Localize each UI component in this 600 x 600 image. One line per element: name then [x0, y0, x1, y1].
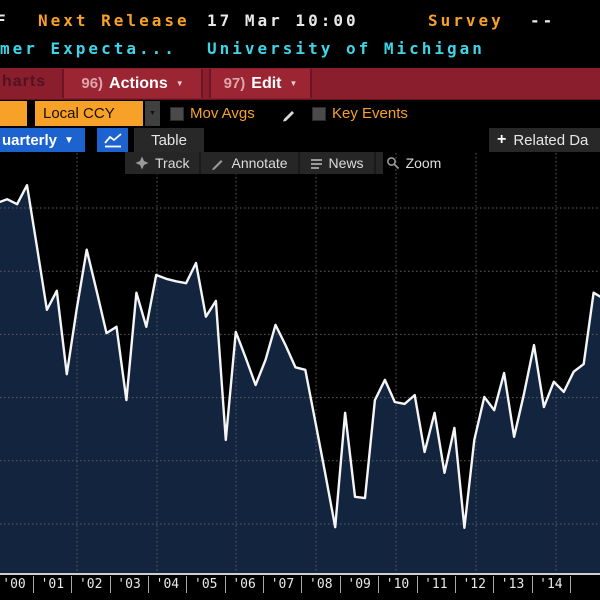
- x-axis-tick-separator: [301, 576, 303, 593]
- mov-avgs-label: Mov Avgs: [190, 105, 255, 122]
- x-axis-tick-label: '12: [462, 577, 486, 592]
- zoom-button[interactable]: Zoom: [376, 152, 452, 174]
- related-data-button[interactable]: + Related Da: [489, 128, 600, 152]
- x-axis-tick-label: '09: [347, 577, 371, 592]
- x-axis-tick-separator: [416, 576, 418, 593]
- security-source: University of Michigan: [207, 39, 485, 58]
- track-label: Track: [155, 155, 190, 171]
- ticker-fragment: F: [0, 11, 9, 30]
- menubar: harts 96) Actions ▼ 97) Edit ▼: [0, 68, 600, 100]
- x-axis-tick-separator: [148, 576, 150, 593]
- survey-label: Survey: [428, 11, 504, 30]
- chart-controls-row: Local CCY ▼ Mov Avgs Key Events: [0, 101, 600, 127]
- news-icon: [310, 158, 322, 169]
- x-axis-tick-label: '01: [40, 577, 65, 592]
- line-chart-icon: [103, 133, 122, 148]
- edit-menu-button[interactable]: 97) Edit ▼: [209, 69, 312, 98]
- caret-down-icon: ▼: [149, 110, 156, 117]
- caret-down-icon: ▼: [175, 79, 184, 88]
- x-axis-tick-label: '14: [539, 577, 563, 592]
- mov-avgs-checkbox[interactable]: [170, 107, 184, 121]
- plus-icon: +: [497, 131, 507, 148]
- x-axis-tick-separator: [186, 576, 188, 593]
- edit-menu-label: Edit: [251, 74, 282, 92]
- x-axis-tick-separator: [378, 576, 380, 593]
- periodicity-label: uarterly: [2, 131, 58, 149]
- table-button[interactable]: Table: [134, 128, 204, 152]
- x-axis-tick-label: '10: [385, 577, 410, 592]
- clipped-orange-button[interactable]: [0, 101, 27, 126]
- caret-down-icon: ▼: [64, 134, 74, 146]
- charts-menu-fragment[interactable]: harts: [2, 73, 47, 90]
- edit-menu-number: 97): [223, 75, 246, 92]
- annotate-button[interactable]: Annotate: [201, 152, 300, 174]
- x-axis-tick-label: '02: [78, 577, 103, 592]
- x-axis-tick-separator: [339, 576, 341, 593]
- related-data-label: Related Da: [513, 131, 589, 149]
- x-axis-tick-label: '07: [270, 577, 295, 592]
- x-axis-tick-separator: [109, 576, 111, 593]
- pencil-icon[interactable]: [281, 107, 296, 122]
- key-events-label: Key Events: [332, 105, 408, 122]
- x-axis-tick-separator: [224, 576, 226, 593]
- local-ccy-dropdown[interactable]: ▼: [145, 101, 160, 126]
- x-axis-tick-label: '05: [194, 577, 218, 592]
- survey-value: --: [530, 11, 556, 30]
- gridlines: [0, 153, 600, 573]
- track-button[interactable]: Track: [125, 152, 202, 174]
- header-line-release: F Next Release 17 Mar 10:00 Survey --: [0, 11, 600, 33]
- annotate-label: Annotate: [231, 155, 288, 171]
- x-axis-line: [0, 573, 600, 575]
- track-crosshair-icon: [135, 156, 149, 170]
- x-axis-tick-separator: [33, 576, 34, 593]
- header-line-security: mer Expecta... University of Michigan: [0, 39, 600, 61]
- news-button[interactable]: News: [300, 152, 376, 174]
- data-line: [0, 184, 600, 529]
- x-axis-tick-separator: [71, 576, 73, 593]
- area-fill: [0, 185, 600, 573]
- key-events-checkbox[interactable]: [312, 107, 326, 121]
- local-ccy-button[interactable]: Local CCY: [35, 101, 143, 126]
- next-release-label: Next Release: [38, 11, 190, 30]
- actions-menu-number: 96): [81, 75, 104, 92]
- zoom-label: Zoom: [405, 155, 442, 171]
- x-axis-tick-label: '04: [155, 577, 180, 592]
- annotate-pencil-icon: [212, 160, 223, 170]
- local-ccy-label: Local CCY: [43, 105, 115, 122]
- magnifier-icon: [386, 157, 399, 170]
- x-axis-tick-label: '08: [309, 577, 333, 592]
- x-axis-tick-label: '11: [424, 577, 448, 592]
- chart-type-button[interactable]: [97, 128, 128, 152]
- security-name-fragment: mer Expecta...: [0, 39, 177, 58]
- next-release-value: 17 Mar 10:00: [207, 11, 359, 30]
- x-axis-tick-label: '00: [2, 577, 26, 592]
- caret-down-icon: ▼: [289, 79, 298, 88]
- actions-menu-label: Actions: [109, 74, 168, 92]
- x-axis-tick-separator: [569, 576, 571, 593]
- x-axis-tick-separator: [531, 576, 533, 593]
- x-axis-tick-separator: [263, 576, 265, 593]
- actions-menu-button[interactable]: 96) Actions ▼: [62, 69, 203, 98]
- table-label: Table: [151, 131, 187, 149]
- x-axis-labels: '00 '01 '02 '03 '04 '05 '06 '07 '08 '09 '10 '11 '12 '…: [0, 576, 600, 598]
- consumer-expectations-area-chart[interactable]: [0, 150, 600, 574]
- chart-toolbar: Track Annotate News Zoom: [125, 152, 441, 174]
- x-axis-tick-separator: [454, 576, 456, 593]
- x-axis-tick-label: '03: [117, 577, 141, 592]
- periodicity-dropdown[interactable]: uarterly ▼: [0, 128, 85, 152]
- x-axis-tick-label: '06: [232, 577, 256, 592]
- x-axis-tick-separator: [493, 576, 495, 593]
- x-axis-tick-label: '13: [500, 577, 525, 592]
- news-label: News: [328, 155, 364, 171]
